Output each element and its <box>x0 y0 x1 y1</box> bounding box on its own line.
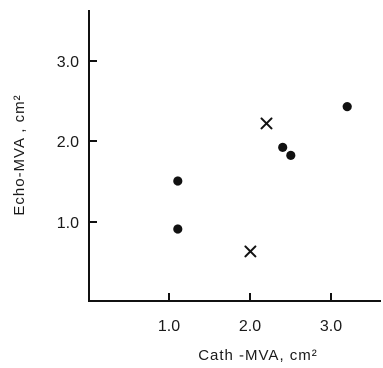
data-points <box>173 102 352 258</box>
y-tick-label-1: 1.0 <box>57 215 79 232</box>
data-point-cross-1 <box>260 117 273 130</box>
data-point-cross-2 <box>244 245 257 258</box>
data-point-dot-5 <box>342 102 352 112</box>
data-point-dot-3 <box>278 142 288 152</box>
x-axis-label: Cath -MVA, cm² <box>198 347 318 364</box>
data-point-dot-4 <box>286 150 296 160</box>
x-tick-label-3: 3.0 <box>320 318 342 335</box>
y-axis-label: Echo-MVA , cm² <box>11 94 28 215</box>
x-tick-label-2: 2.0 <box>239 318 261 335</box>
y-tick-label-3: 3.0 <box>57 54 79 71</box>
data-point-dot-2 <box>173 224 183 234</box>
data-point-dot-1 <box>173 176 183 186</box>
x-tick-label-1: 1.0 <box>158 318 180 335</box>
y-tick-label-2: 2.0 <box>57 134 79 151</box>
